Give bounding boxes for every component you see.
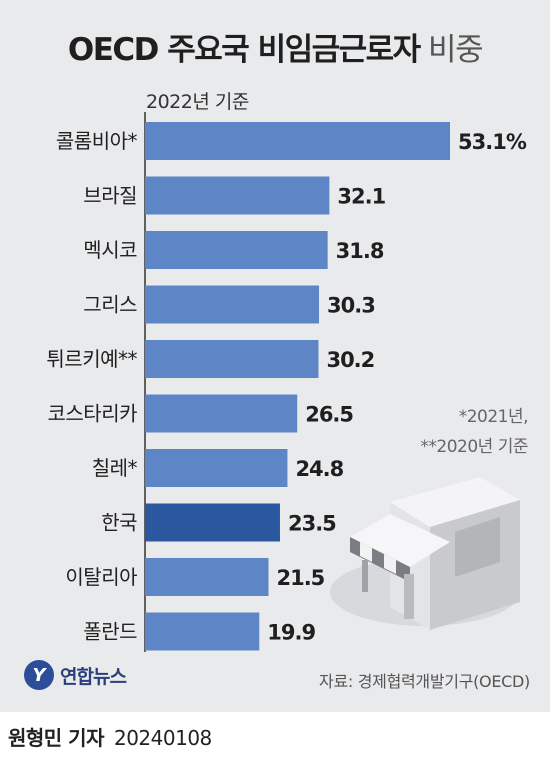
bar [145,449,288,487]
bar [145,340,319,378]
category-label: 코스타리카 [48,402,138,426]
bar [145,231,328,269]
value-label: 24.8 [295,457,343,481]
chart-title: OECD 주요국 비임금근로자 비중 [0,24,550,69]
bar [145,558,269,596]
footnote-line-2: **2020년 기준 [420,437,528,457]
source-text: 자료: 경제협력개발기구(OECD) [319,672,530,691]
bar [145,122,450,160]
logo-mark-icon: Y [24,660,54,690]
store-building-icon [330,477,520,630]
chart-subtitle: 2022년 기준 [146,91,249,113]
value-label: 26.5 [305,403,353,427]
bar-chart: 콜롬비아* 53.1% 브라질 32.1 멕시코 31.8 그리스 30.3 튀르키예** 30.… [46,112,528,652]
byline: 원형민 기자 20240108 [8,722,212,751]
category-label: 콜롬비아* [56,129,138,153]
category-label: 그리스 [83,293,137,317]
category-label: 폴란드 [83,620,137,644]
footnote: *2021년, **2020년 기준 [420,402,528,462]
title-suffix: 비중 [428,32,484,68]
value-label: 30.2 [326,348,374,372]
category-label: 이탈리아 [65,565,137,589]
category-label: 한국 [101,511,137,535]
value-label: 21.5 [276,566,324,590]
value-label: 31.8 [336,239,384,263]
title-main: OECD 주요국 비임금근로자 [67,32,421,68]
value-label: 23.5 [288,512,336,536]
category-label: 멕시코 [83,238,137,262]
agency-logo: Y 연합뉴스 [24,660,127,690]
byline-name: 원형민 기자 [8,726,104,750]
category-label: 칠레* [92,456,138,480]
value-label: 53.1% [458,130,527,154]
byline-date: 20240108 [113,726,212,750]
value-label: 19.9 [267,621,315,645]
bar [145,285,320,324]
value-label: 32.1 [337,185,385,209]
logo-text: 연합뉴스 [60,665,127,688]
bar [145,612,260,651]
category-label: 브라질 [83,184,137,208]
bar [145,503,280,542]
value-label: 30.3 [327,294,375,318]
footnote-line-1: *2021년, [458,407,529,427]
bar [145,176,330,215]
bar [145,394,298,433]
category-label: 튀르키예** [46,347,137,371]
